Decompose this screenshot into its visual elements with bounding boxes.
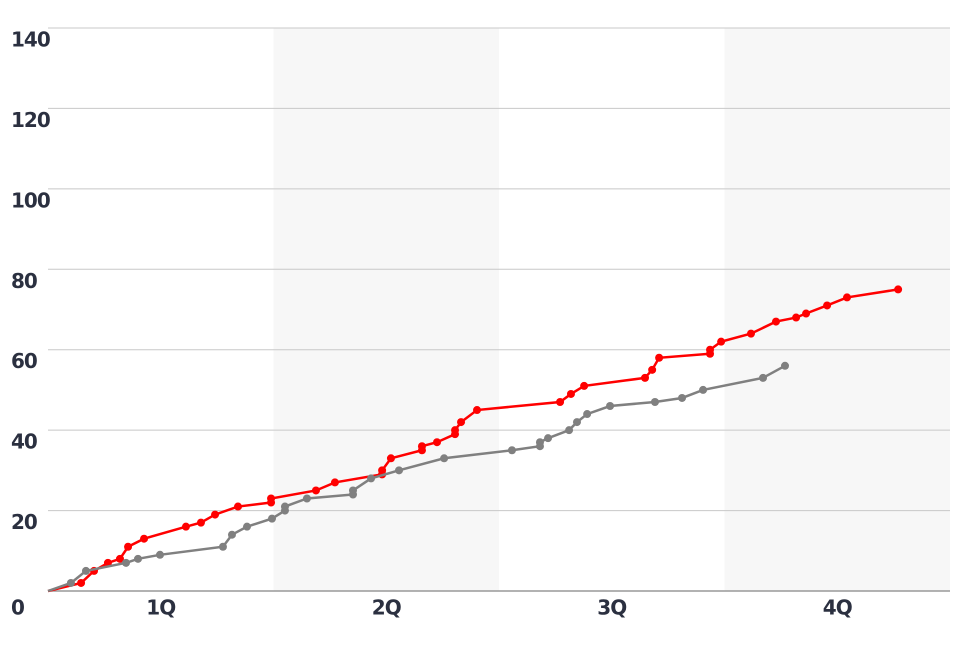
y-tick-label: 60 [11, 349, 37, 373]
point [311, 486, 320, 495]
point [544, 434, 553, 443]
point [802, 309, 811, 318]
point [124, 542, 133, 551]
point [378, 466, 387, 475]
point [330, 478, 339, 487]
point [155, 550, 164, 559]
point [302, 494, 311, 503]
point [535, 438, 544, 447]
point [267, 514, 276, 523]
y-tick-label: 40 [11, 430, 37, 454]
point [706, 345, 715, 354]
point [759, 373, 768, 382]
y-tick-label: 120 [11, 108, 50, 132]
point [648, 365, 657, 374]
point [699, 385, 708, 394]
point [196, 518, 205, 527]
point [507, 446, 516, 455]
point [432, 438, 441, 447]
point [771, 317, 780, 326]
y-tick-label: 0 [11, 596, 24, 620]
point [66, 578, 75, 587]
x-tick-label: 2Q [372, 596, 401, 620]
point [678, 393, 687, 402]
point [267, 494, 276, 503]
point [583, 410, 592, 419]
point [473, 406, 482, 415]
point [121, 558, 130, 567]
x-tick-label: 1Q [146, 596, 175, 620]
x-tick-label: 3Q [597, 596, 626, 620]
point [227, 530, 236, 539]
point [843, 293, 852, 302]
point [655, 353, 664, 362]
point [386, 454, 395, 463]
point [451, 426, 460, 435]
point [367, 474, 376, 483]
point [233, 502, 242, 511]
point [565, 426, 574, 435]
point [77, 578, 86, 587]
point [556, 397, 565, 406]
point [395, 466, 404, 475]
point [348, 486, 357, 495]
point [115, 554, 124, 563]
point [650, 397, 659, 406]
y-tick-label: 100 [11, 188, 50, 212]
point [641, 373, 650, 382]
point [746, 329, 755, 338]
y-tick-label: 140 [11, 28, 50, 52]
point [457, 418, 466, 427]
point [717, 337, 726, 346]
point [218, 542, 227, 551]
point [140, 534, 149, 543]
point [243, 522, 252, 531]
point [181, 522, 190, 531]
point [823, 301, 832, 310]
point [572, 418, 581, 427]
point [566, 389, 575, 398]
quarter-band [724, 28, 950, 591]
point [606, 402, 615, 411]
point [280, 502, 289, 511]
point [440, 454, 449, 463]
y-tick-label: 80 [11, 269, 37, 293]
point [81, 566, 90, 575]
point [134, 554, 143, 563]
point [792, 313, 801, 322]
point [894, 285, 903, 294]
point [781, 361, 790, 370]
x-tick-label: 4Q [823, 596, 852, 620]
point [580, 381, 589, 390]
point [417, 442, 426, 451]
quarter-band [273, 28, 499, 591]
y-tick-label: 20 [11, 510, 37, 534]
point [211, 510, 220, 519]
